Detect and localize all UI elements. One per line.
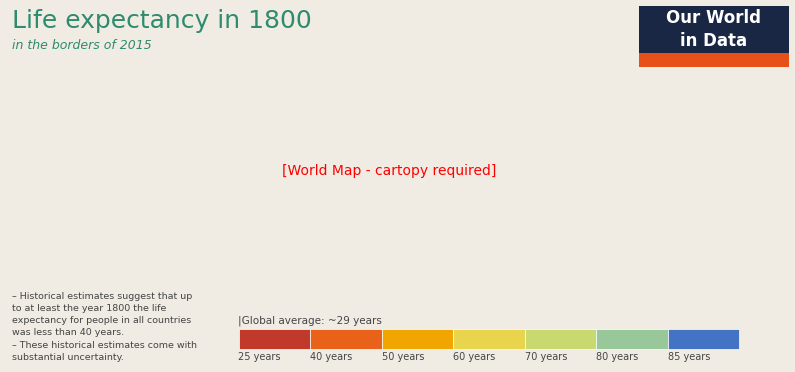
Bar bbox=[382, 329, 453, 349]
Bar bbox=[596, 329, 668, 349]
Bar bbox=[453, 329, 525, 349]
Text: 40 years: 40 years bbox=[310, 352, 352, 362]
Text: Life expectancy in 1800: Life expectancy in 1800 bbox=[12, 9, 312, 33]
Bar bbox=[310, 329, 382, 349]
Text: 70 years: 70 years bbox=[525, 352, 567, 362]
Bar bbox=[238, 329, 310, 349]
Text: in the borders of 2015: in the borders of 2015 bbox=[12, 39, 152, 52]
Text: Our World
in Data: Our World in Data bbox=[666, 9, 762, 49]
Bar bbox=[668, 329, 739, 349]
Text: |Global average: ~29 years: |Global average: ~29 years bbox=[238, 316, 382, 326]
Text: 80 years: 80 years bbox=[596, 352, 638, 362]
Text: 25 years: 25 years bbox=[238, 352, 281, 362]
Bar bbox=[639, 6, 789, 54]
Bar bbox=[525, 329, 596, 349]
Text: 60 years: 60 years bbox=[453, 352, 495, 362]
Text: 85 years: 85 years bbox=[668, 352, 710, 362]
Bar bbox=[639, 54, 789, 67]
Text: 50 years: 50 years bbox=[382, 352, 424, 362]
Text: [World Map - cartopy required]: [World Map - cartopy required] bbox=[282, 164, 497, 178]
Text: – Historical estimates suggest that up
to at least the year 1800 the life
expect: – Historical estimates suggest that up t… bbox=[12, 292, 197, 362]
